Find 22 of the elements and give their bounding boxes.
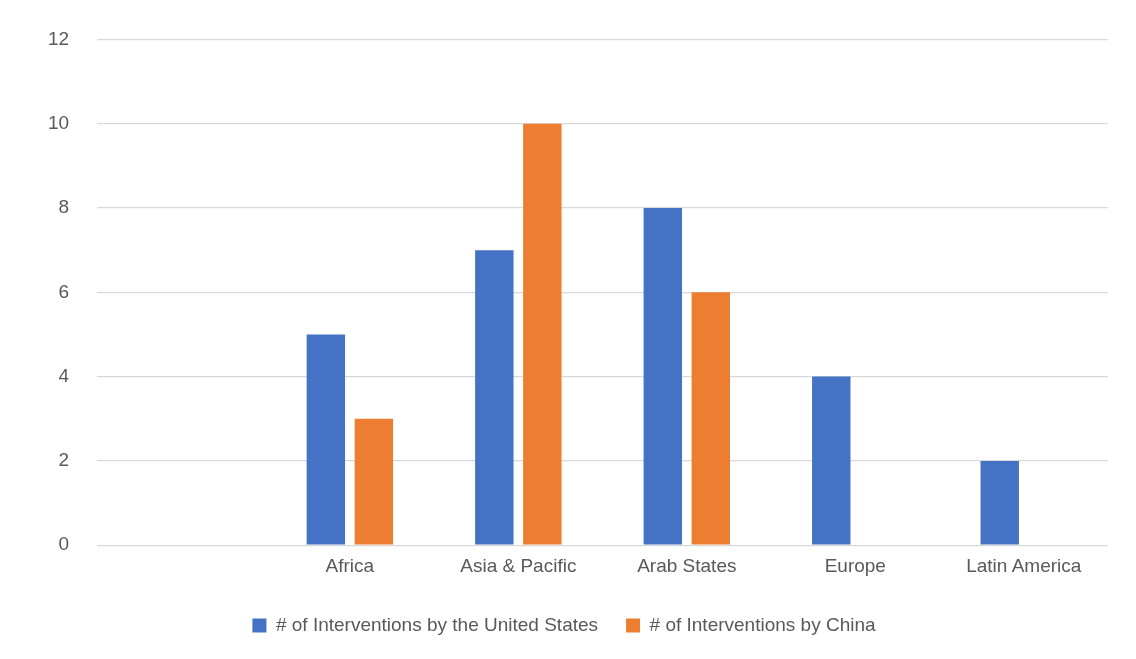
x-tick-label: Asia & Pacific xyxy=(460,554,577,576)
bar xyxy=(475,250,514,545)
y-tick-label: 2 xyxy=(58,449,70,471)
x-tick-label: Arab States xyxy=(637,554,737,576)
x-tick-label: Europe xyxy=(824,554,886,576)
y-tick-label: 10 xyxy=(47,111,70,133)
x-tick-label: Africa xyxy=(325,554,375,576)
bar xyxy=(354,418,394,545)
y-tick-label: 0 xyxy=(58,533,70,555)
y-tick-label: 4 xyxy=(58,364,70,386)
y-tick-label: 12 xyxy=(47,27,70,49)
bar xyxy=(691,292,731,545)
x-tick-label: Latin America xyxy=(966,554,1082,576)
y-tick-label: 6 xyxy=(58,280,70,302)
legend-label: # of Interventions by the United States xyxy=(275,613,599,635)
bar xyxy=(643,208,682,545)
bar xyxy=(306,334,346,545)
legend-label: # of Interventions by China xyxy=(649,613,877,635)
bar xyxy=(523,123,562,545)
y-tick-label: 8 xyxy=(58,196,70,218)
bar xyxy=(980,460,1019,545)
bar xyxy=(812,376,851,545)
